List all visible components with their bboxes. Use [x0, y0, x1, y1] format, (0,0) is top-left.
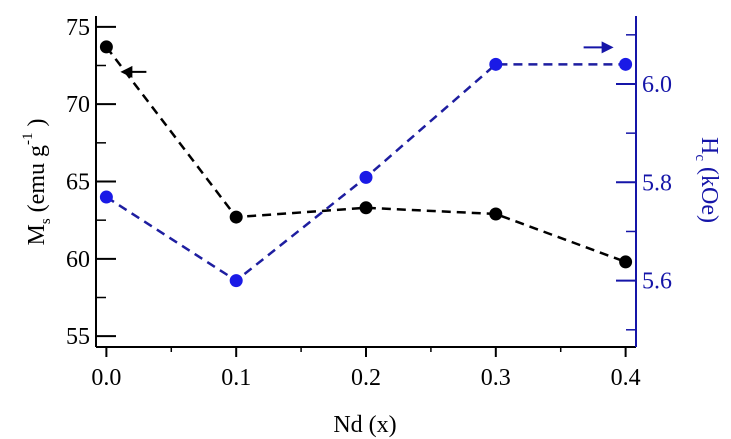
left-axis-label-close: ): [24, 119, 50, 127]
right-tick-label: 5.8: [642, 170, 672, 196]
x-tick-label: 0.2: [351, 365, 381, 391]
left-tick-label: 55: [66, 324, 90, 350]
x-tick-label: 0.3: [481, 365, 511, 391]
annotation-layer: [120, 41, 614, 78]
series-2-point: [229, 274, 243, 288]
right-tick-label: 6.0: [642, 72, 672, 98]
right-axis-arrow-head: [601, 41, 614, 54]
series-2-point: [359, 170, 373, 184]
x-tick-label: 0.4: [611, 365, 641, 391]
series-1-point: [619, 255, 633, 269]
left-tick-label: 65: [66, 170, 90, 196]
right-axis-label-rest: (kOe): [696, 161, 722, 223]
series-2-point: [99, 190, 113, 204]
series-1-point: [99, 40, 113, 54]
left-axis-label-sub: s: [38, 218, 54, 224]
series-1-point: [489, 207, 503, 221]
series-1-point: [229, 210, 243, 224]
x-tick-label: 0.1: [221, 365, 251, 391]
plot-frame: 55 60 65 70 75 5.6 5.8 6.0 0.0 0.1 0.2 0.3 0.4: [66, 15, 672, 391]
left-axis-arrow-head: [120, 65, 133, 78]
left-axis-label: Ms (emu g-1): [20, 119, 54, 246]
series-2-point: [619, 57, 633, 71]
series-1-line: [105, 46, 627, 264]
left-tick-label: 60: [66, 247, 90, 273]
series-2-point: [489, 57, 503, 71]
right-axis-label-sub: c: [692, 154, 708, 161]
right-tick-label: 5.6: [642, 269, 672, 295]
series-layer: [99, 40, 633, 288]
right-axis-label-main: H: [696, 137, 722, 154]
x-tick-label: 0.0: [91, 365, 121, 391]
left-axis-label-rest: (emu g: [24, 145, 50, 218]
left-tick-label: 75: [66, 15, 90, 41]
series-1-point: [359, 201, 373, 215]
left-tick-label: 70: [66, 92, 90, 118]
left-axis-label-sup: -1: [20, 133, 36, 146]
right-axis-label: Hc (kOe): [692, 137, 722, 223]
left-axis-label-main: M: [24, 224, 50, 245]
x-axis-label: Nd (x): [333, 412, 396, 438]
